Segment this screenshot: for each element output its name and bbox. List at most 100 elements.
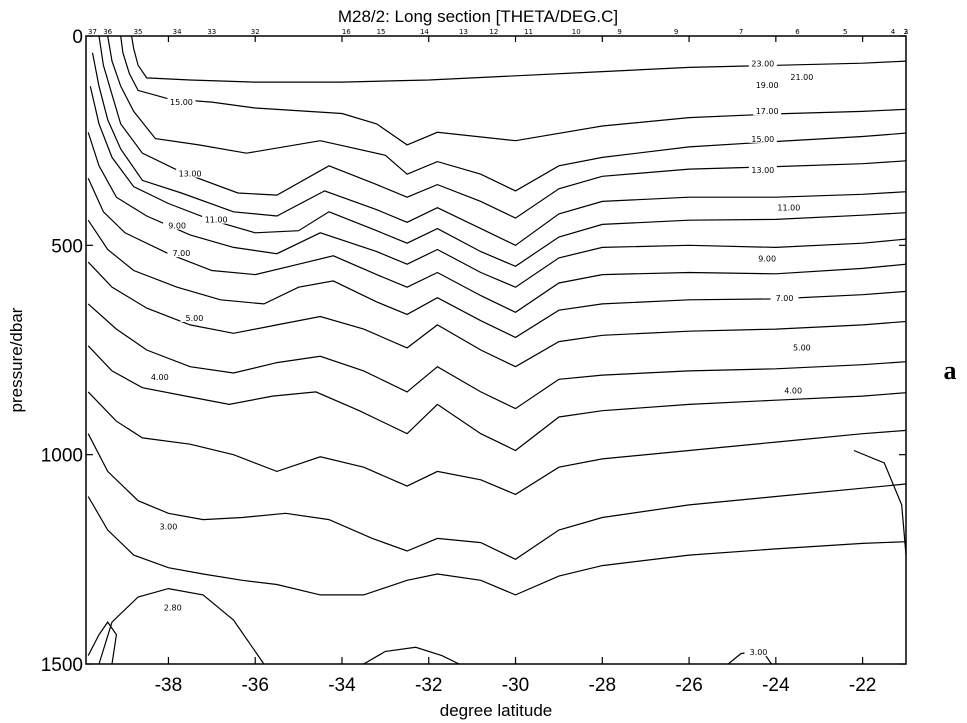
- contour-label-bg: [145, 372, 174, 382]
- contour-label-bg: [158, 602, 187, 612]
- x-axis: -38 -36 -34 -32 -30 -28 -26 -24 -22: [155, 36, 876, 696]
- station-label: 34: [173, 28, 182, 36]
- contour-label: 3.00: [750, 648, 768, 657]
- contour-line-c11: [87, 303, 907, 410]
- contour-line-c04: [98, 35, 907, 219]
- contour-label: 9.00: [758, 255, 776, 264]
- contour-label: 11.00: [205, 216, 228, 225]
- y-tick-label: 0: [72, 27, 83, 48]
- station-label: 33: [207, 28, 216, 36]
- contour-label: 23.00: [751, 59, 774, 68]
- y-tick-label: 500: [51, 236, 83, 257]
- station-label: 10: [572, 28, 581, 36]
- chart-title: M28/2: Long section [THETA/DEG.C]: [338, 7, 618, 26]
- contour-label-bg: [748, 164, 777, 174]
- contour-label: 5.00: [186, 314, 204, 323]
- contour-label: 15.00: [751, 135, 774, 144]
- station-label: 12: [489, 28, 498, 36]
- x-tick-label: -32: [415, 675, 442, 696]
- x-tick-label: -26: [675, 675, 702, 696]
- contour-line-c20: [853, 449, 907, 556]
- contour-label: 3.00: [160, 523, 178, 532]
- contour-label-bg: [753, 253, 782, 263]
- contour-label-bg: [753, 106, 782, 116]
- contour-label: 5.00: [793, 343, 811, 352]
- contour-label: 4.00: [784, 386, 802, 395]
- contour-line-c09: [87, 219, 907, 339]
- contour-line-c16: [98, 587, 265, 665]
- contour-label: 7.00: [173, 249, 191, 258]
- contour-label-bg: [748, 58, 777, 68]
- station-labels: 37 36 35 34 33 32 16 15 14 13 12 11 10 9 9 7 6 5 4 32: [88, 28, 908, 36]
- contour-line-c08: [87, 178, 907, 313]
- contour-label: 9.00: [168, 221, 186, 230]
- contour-line-c10: [87, 261, 907, 368]
- station-label: 36: [103, 28, 112, 36]
- y-tick-label: 1000: [41, 446, 83, 467]
- x-tick-label: -34: [328, 675, 356, 696]
- contour-line-c06: [89, 86, 907, 267]
- contour-line-c15: [87, 496, 907, 596]
- y-tick-label: 1500: [41, 655, 83, 676]
- station-label: 9: [617, 28, 621, 36]
- contour-label-bg: [748, 133, 777, 143]
- contour-line-c17: [363, 646, 460, 665]
- contour-label-bg: [744, 647, 773, 657]
- contour-label: 13.00: [751, 166, 774, 175]
- x-tick-label: -22: [849, 675, 876, 696]
- station-label: 14: [420, 28, 429, 36]
- contour-label-bg: [176, 168, 205, 178]
- contour-label: 13.00: [179, 170, 202, 179]
- contour-label-bg: [167, 96, 196, 106]
- station-label: 3: [904, 28, 908, 36]
- contour-label: 21.00: [790, 73, 813, 82]
- contour-label: 7.00: [776, 294, 794, 303]
- panel-label: a: [944, 356, 957, 385]
- y-axis-label: pressure/dbar: [7, 307, 26, 412]
- contour-label-bg: [163, 220, 192, 230]
- contour-label: 17.00: [756, 107, 779, 116]
- contour-line-c02: [120, 35, 907, 146]
- contour-labels: 23.00 21.00 19.00 17.00 15.00 13.00 11.00 9.00 7…: [145, 58, 816, 657]
- contour-label-bg: [753, 80, 782, 90]
- contour-line-c14: [87, 433, 907, 560]
- contour-label-bg: [180, 313, 209, 323]
- x-tick-label: -36: [241, 675, 268, 696]
- contour-label: 15.00: [170, 98, 193, 107]
- station-label: 9: [674, 28, 678, 36]
- x-tick-label: -28: [589, 675, 616, 696]
- station-label: 13: [459, 28, 468, 36]
- contour-line-c13: [87, 391, 907, 496]
- station-label: 4: [891, 28, 896, 36]
- contour-label-bg: [787, 71, 816, 81]
- contour-label: 11.00: [777, 203, 800, 212]
- contour-lines: [87, 35, 907, 665]
- contour-label-bg: [787, 342, 816, 352]
- contour-label-bg: [779, 385, 808, 395]
- station-label: 37: [88, 28, 97, 36]
- station-label: 15: [377, 28, 386, 36]
- contour-label-bg: [167, 248, 196, 258]
- contour-line-c05: [91, 52, 907, 246]
- station-label: 6: [795, 28, 800, 36]
- contour-label-bg: [154, 521, 183, 531]
- contour-label-bg: [770, 292, 799, 302]
- contour-line-c12: [87, 345, 907, 452]
- station-label: 5: [843, 28, 847, 36]
- plot-frame: [85, 35, 907, 665]
- contour-label-bg: [774, 202, 803, 212]
- x-tick-label: -24: [762, 675, 790, 696]
- contour-label: 4.00: [151, 373, 169, 382]
- station-label: 2: [904, 28, 908, 36]
- station-label: 7: [739, 28, 743, 36]
- contour-label: 19.00: [756, 81, 779, 90]
- x-tick-label: -38: [155, 675, 182, 696]
- contour-label: 2.80: [164, 603, 182, 612]
- contour-label-bg: [202, 214, 231, 224]
- station-label: 35: [134, 28, 143, 36]
- contour-line-c19: [87, 621, 118, 665]
- station-label: 32: [251, 28, 260, 36]
- x-axis-label: degree latitude: [440, 701, 552, 720]
- station-label: 16: [342, 28, 351, 36]
